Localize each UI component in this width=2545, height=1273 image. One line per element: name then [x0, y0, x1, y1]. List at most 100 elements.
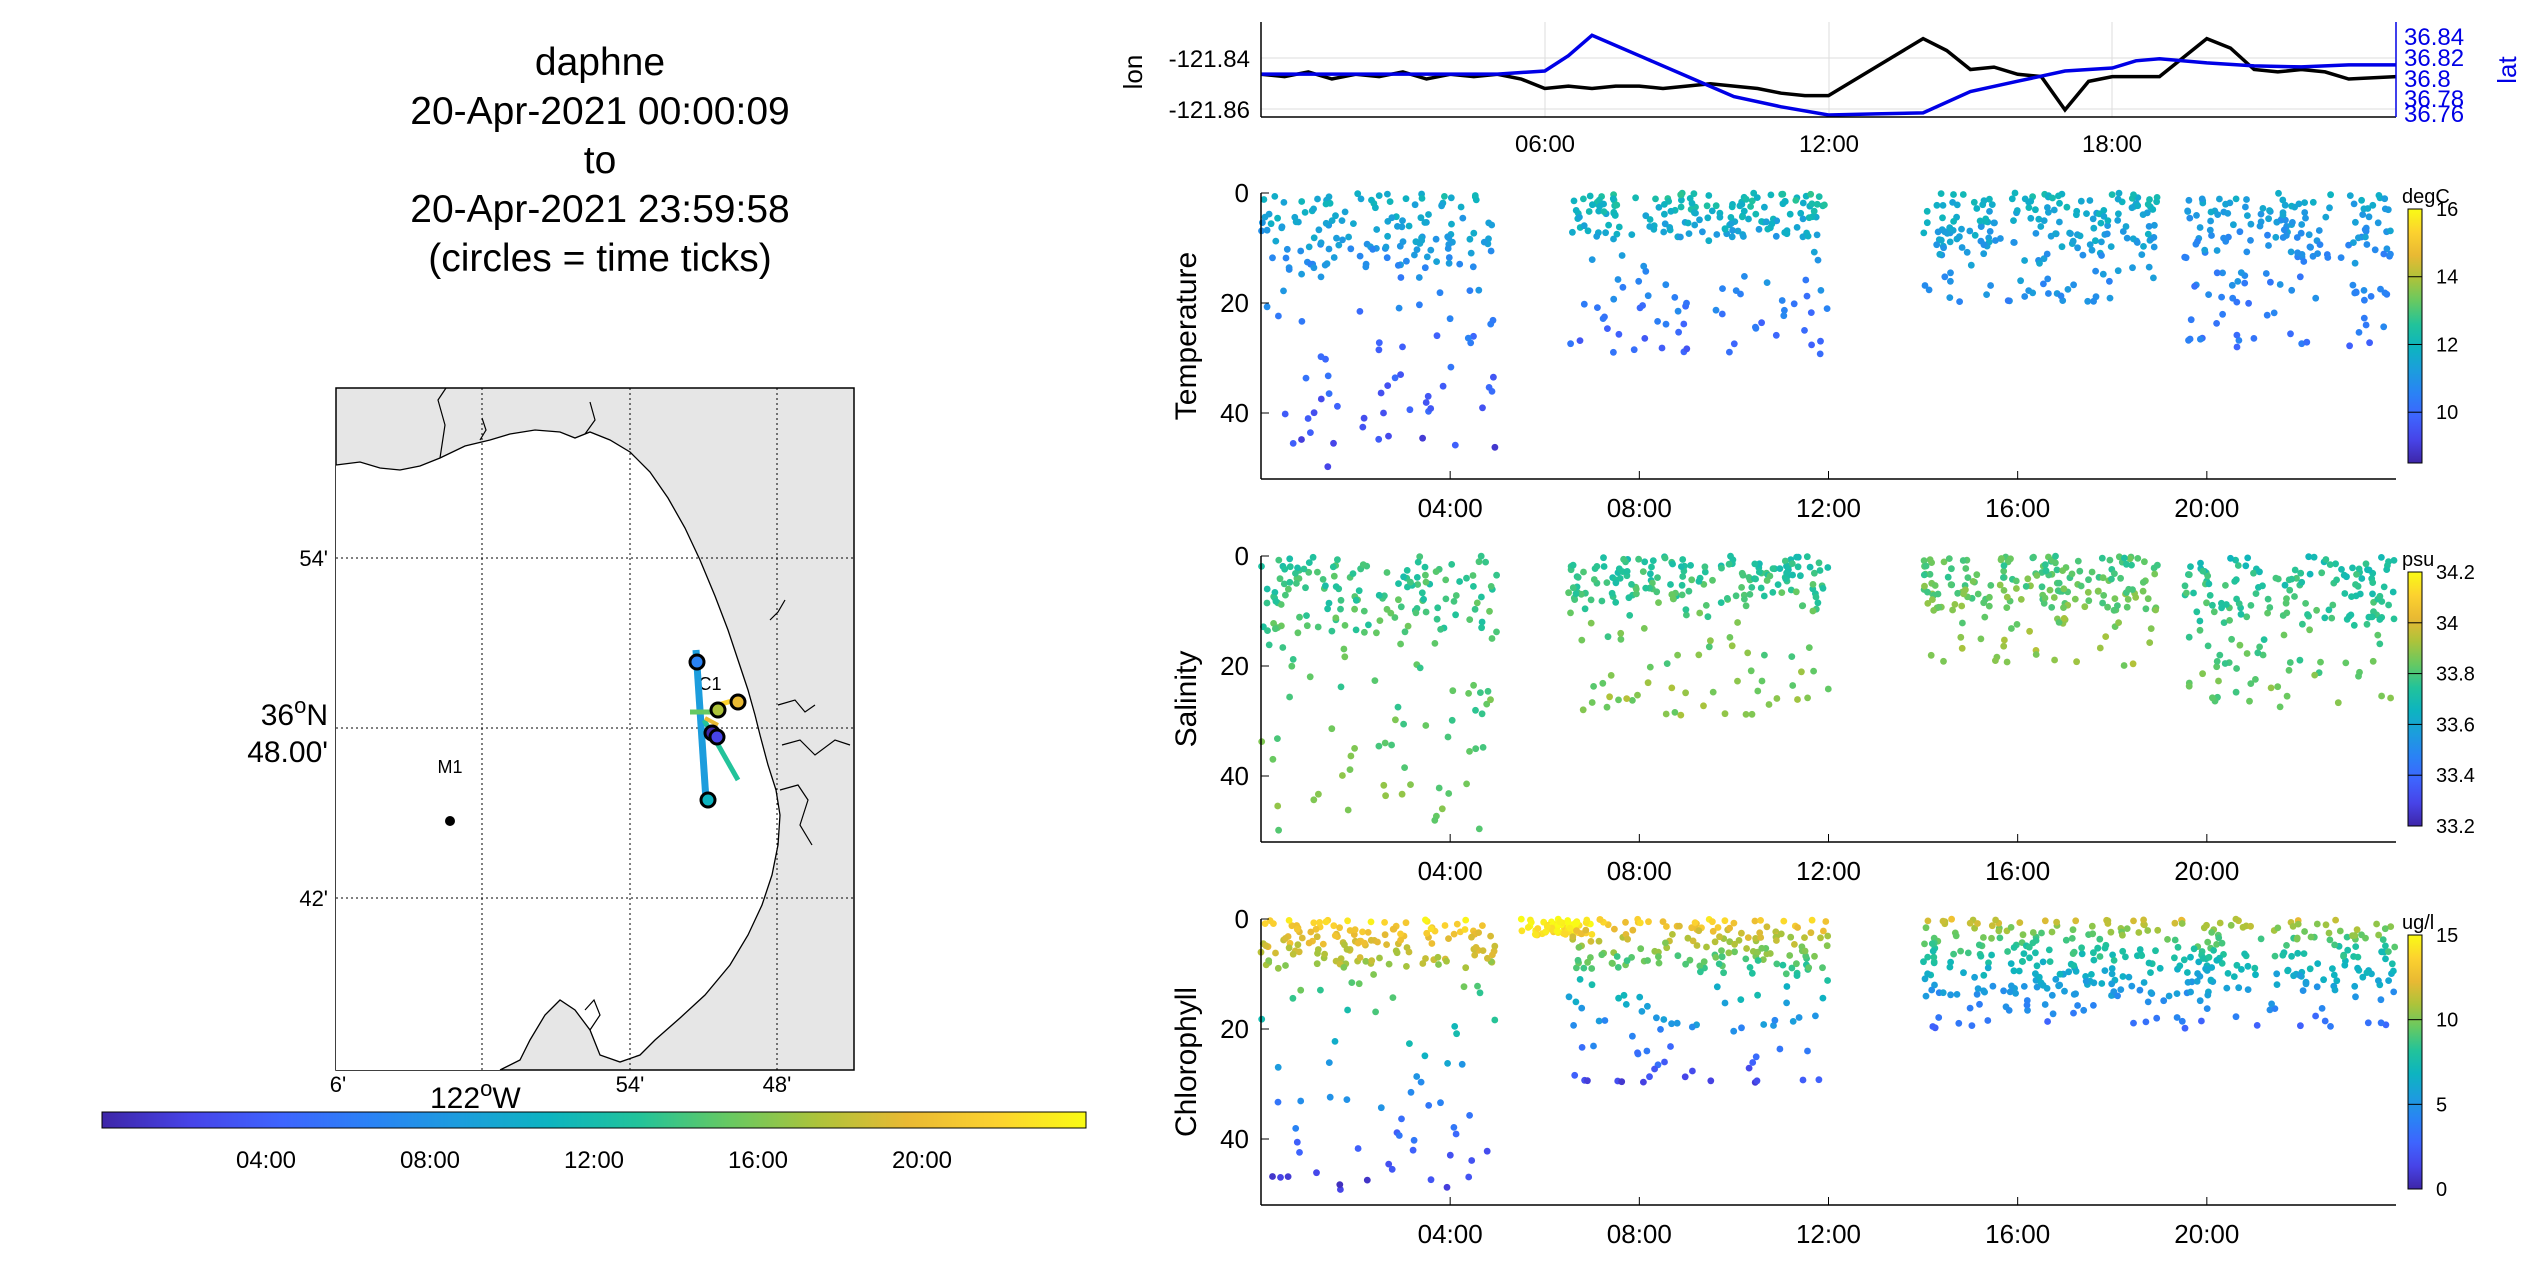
- track-segment-early: [692, 649, 710, 801]
- salinity-point: [1275, 556, 1283, 564]
- temperature-point: [2218, 293, 2226, 301]
- temperature-point: [1805, 214, 1813, 222]
- chlorophyll-point: [1974, 985, 1982, 992]
- chlorophyll-point: [2257, 935, 2265, 943]
- temperature-point: [2355, 234, 2362, 242]
- chlorophyll-point: [2299, 987, 2307, 994]
- chlorophyll-point: [1752, 1053, 1760, 1061]
- salinity-point: [2329, 601, 2337, 609]
- temperature-point: [1619, 283, 1627, 291]
- salinity-point: [1292, 570, 1299, 577]
- chlorophyll-point: [1274, 1063, 1282, 1071]
- temperature-point: [1691, 209, 1698, 217]
- salinity-point: [1264, 627, 1271, 634]
- salinity-point: [1640, 625, 1648, 632]
- salinity-point: [2281, 581, 2289, 589]
- salinity-point: [1748, 584, 1756, 591]
- chlorophyll-point: [2351, 932, 2359, 939]
- temperature-point: [1605, 221, 1612, 229]
- salinity-point: [1751, 560, 1759, 568]
- salinity-point: [1987, 582, 1995, 589]
- temperature-point: [2008, 195, 2016, 203]
- salinity-point: [1577, 590, 1585, 598]
- salinity-point: [2348, 593, 2355, 600]
- salinity-point: [1381, 739, 1389, 747]
- temperature-point: [2128, 204, 2136, 212]
- chlorophyll-point: [1638, 1008, 1646, 1015]
- temperature-point: [2011, 189, 2019, 197]
- chlorophyll-point: [2144, 998, 2152, 1006]
- salinity-point: [2350, 621, 2358, 629]
- temperature-point: [1347, 245, 1355, 253]
- chlorophyll-point: [1935, 1014, 1943, 1021]
- chlorophyll-point: [2117, 986, 2125, 993]
- salinity-point: [1431, 816, 1439, 824]
- salinity-point: [1305, 559, 1313, 566]
- salinity-point: [1623, 568, 1631, 575]
- temperature-point: [1781, 306, 1788, 314]
- salinity-point: [1709, 688, 1717, 696]
- time-colorbar-tick: 16:00: [728, 1147, 788, 1174]
- chlorophyll-point: [1921, 975, 1929, 983]
- temperature-point: [1447, 194, 1455, 202]
- salinity-point: [1742, 602, 1750, 610]
- temperature-point: [1444, 245, 1452, 252]
- temperature-point: [1920, 229, 1928, 237]
- chlorophyll-point: [1613, 953, 1621, 960]
- salinity-point: [1469, 572, 1477, 579]
- salinity-point: [2387, 694, 2395, 702]
- temperature-colorbar: [2407, 208, 2423, 464]
- temperature-point: [2273, 218, 2281, 226]
- temperature-point: [1762, 218, 1770, 226]
- temperature-point: [2186, 214, 2194, 222]
- chlorophyll-point: [1780, 917, 1788, 925]
- chlorophyll-point: [1758, 944, 1766, 952]
- chlorophyll-point: [1377, 1104, 1385, 1112]
- temperature-point: [2377, 285, 2384, 293]
- salinity-point: [1265, 641, 1273, 649]
- salinity-point: [2096, 644, 2104, 652]
- temperature-point: [2129, 264, 2136, 272]
- salinity-point: [1272, 598, 1280, 605]
- chlorophyll-point: [2033, 983, 2041, 991]
- chlorophyll-point: [1688, 924, 1696, 932]
- chlorophyll-point: [1363, 1176, 1371, 1184]
- chlorophyll-point: [2320, 976, 2328, 984]
- salinity-point: [1793, 553, 1800, 561]
- salinity-point: [2353, 571, 2360, 578]
- temperature-point: [1421, 264, 1429, 272]
- chlorophyll-point: [1443, 1183, 1451, 1191]
- temperature-point: [2315, 227, 2323, 234]
- temperature-point: [1480, 238, 1488, 246]
- temperature-point: [2296, 273, 2304, 281]
- salinity-point: [1962, 565, 1970, 572]
- map-lon-tick-54: 54': [616, 1072, 645, 1097]
- salinity-point: [1924, 588, 1931, 596]
- temperature-point: [1630, 346, 1638, 354]
- chlorophyll-point: [1274, 964, 1282, 972]
- salinity-point: [1328, 725, 1336, 733]
- temperature-point: [2288, 286, 2296, 294]
- salinity-point: [1757, 584, 1765, 592]
- chlorophyll-point: [1782, 970, 1790, 978]
- chlorophyll-point: [1730, 1027, 1738, 1035]
- temperature-point: [1433, 258, 1440, 265]
- temperature-point: [1580, 300, 1588, 308]
- salinity-point: [1271, 589, 1279, 596]
- chlorophyll-point: [2252, 971, 2259, 979]
- chlorophyll-point: [1413, 1073, 1421, 1080]
- chlorophyll-point: [1742, 955, 1750, 963]
- salinity-point: [1728, 642, 1736, 650]
- chlorophyll-point: [2178, 920, 2186, 927]
- chlorophyll-point: [1313, 933, 1321, 941]
- temperature-point: [1489, 316, 1497, 324]
- chlorophyll-point: [1282, 935, 1289, 942]
- chlorophyll-point: [2187, 953, 2194, 961]
- temperature-point: [1321, 261, 1329, 269]
- salinity-point: [2071, 595, 2079, 603]
- salinity-point: [1959, 557, 1967, 564]
- chlorophyll-point: [1285, 944, 1293, 952]
- temperature-point: [2055, 192, 2062, 200]
- time-colorbar-tick: 04:00: [236, 1147, 296, 1174]
- temperature-point: [2207, 208, 2215, 216]
